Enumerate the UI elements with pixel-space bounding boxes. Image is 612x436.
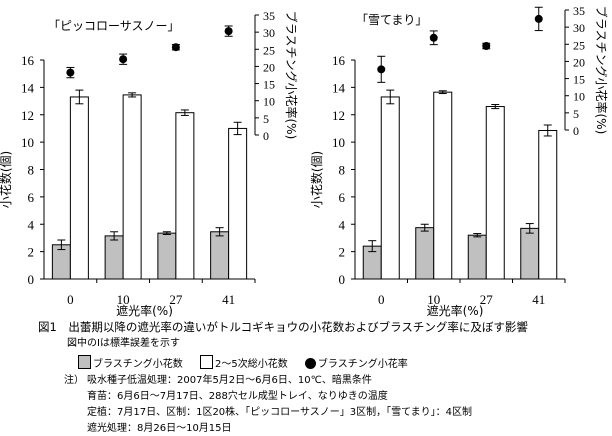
point-blasting-rate xyxy=(66,68,75,77)
chart-title: 「雪てまり」 xyxy=(356,13,427,27)
x-axis-title: 遮光率(%) xyxy=(116,303,173,318)
x-tick-label: 0 xyxy=(378,292,385,307)
bar-blasting-count xyxy=(157,232,177,280)
note-4: 遮光処理：8月26日～10月15日 xyxy=(87,423,232,434)
y-tick-label: 8 xyxy=(339,163,346,178)
y2-tick-label: 5 xyxy=(263,112,269,126)
y2-axis-title: ブラスチング小花率(%) xyxy=(284,11,299,140)
point-blasting-rate xyxy=(534,14,543,23)
x-tick-label: 27 xyxy=(480,292,494,307)
x-tick-label: 0 xyxy=(67,292,74,307)
legend-label: ブラスチング小花率 xyxy=(317,359,408,370)
y2-tick-label: 30 xyxy=(573,21,585,35)
note-1: 吸水種子低温処理：2007年5月2日～6月6日、10℃、暗黒条件 xyxy=(87,375,372,386)
y-tick-label: 14 xyxy=(21,80,35,95)
x-tick-label: 27 xyxy=(169,292,183,307)
y2-tick-label: 15 xyxy=(573,73,585,87)
y-tick-label: 4 xyxy=(28,217,35,232)
y2-tick-label: 35 xyxy=(263,9,275,23)
point-blasting-rate xyxy=(119,55,128,64)
y2-tick-label: 15 xyxy=(263,78,275,92)
bar-total-count xyxy=(175,112,195,280)
y-tick-label: 10 xyxy=(332,135,345,150)
bar-blasting-count xyxy=(520,227,540,280)
point-blasting-rate xyxy=(171,43,180,52)
x-axis-title: 遮光率(%) xyxy=(427,303,484,318)
error-note: 図中のIは標準誤差を示す xyxy=(67,338,180,349)
point-blasting-rate xyxy=(224,27,233,36)
bar-total-count xyxy=(538,129,558,280)
y2-tick-label: 20 xyxy=(263,60,275,74)
y-axis-title: 小花数(個) xyxy=(0,151,13,208)
note-3: 定植：7月17日、区制：1区20株、「ピッコローサスノー」3区制，「雪てまり」：… xyxy=(87,407,472,418)
legend-label: 2～5次総小花数 xyxy=(215,359,288,370)
bar-blasting-count xyxy=(210,231,230,280)
legend-item-blasting-rate: ブラスチング小花率 xyxy=(304,358,408,370)
legend-item-blasting-count: ブラスチング小花数 xyxy=(78,355,183,370)
legend-item-total-count: 2～5次総小花数 xyxy=(200,355,288,370)
note-2: 育苗：6月6日～7月17日、288穴セル成型トレイ、なりゆきの温度 xyxy=(87,391,388,402)
bar-blasting-count xyxy=(467,234,487,280)
gray-swatch-icon xyxy=(78,355,91,369)
bar-blasting-count xyxy=(104,235,124,280)
y2-axis-title: ブラスチング小花率(%) xyxy=(594,6,609,135)
y-tick-label: 2 xyxy=(339,245,346,260)
x-tick-label: 41 xyxy=(222,292,235,307)
chart-title: 「ピッコローサスノー」 xyxy=(48,19,180,33)
bar-total-count xyxy=(380,96,400,280)
y2-tick-label: 5 xyxy=(573,107,579,121)
y2-tick-label: 25 xyxy=(573,38,585,52)
bar-total-count xyxy=(485,106,505,280)
point-blasting-rate xyxy=(377,65,386,74)
y-tick-label: 12 xyxy=(332,108,345,123)
legend-label: ブラスチング小花数 xyxy=(93,359,183,370)
y2-tick-label: 0 xyxy=(573,124,579,138)
point-blasting-rate xyxy=(482,42,491,50)
y-tick-label: 0 xyxy=(339,272,346,287)
y2-tick-label: 35 xyxy=(573,4,585,18)
x-tick-label: 10 xyxy=(117,292,130,307)
y-tick-label: 8 xyxy=(28,163,35,178)
y2-tick-label: 10 xyxy=(573,90,585,104)
bar-total-count xyxy=(433,91,453,280)
y-tick-label: 6 xyxy=(339,190,346,205)
y-tick-label: 10 xyxy=(21,135,34,150)
y-tick-label: 16 xyxy=(21,53,35,68)
y-tick-label: 14 xyxy=(332,80,346,95)
x-tick-label: 41 xyxy=(532,292,545,307)
bar-blasting-count xyxy=(415,227,435,280)
y-axis-title: 小花数(個) xyxy=(309,151,324,208)
y-tick-label: 4 xyxy=(339,217,346,232)
y2-tick-label: 25 xyxy=(263,43,275,57)
bar-total-count xyxy=(122,94,142,280)
y2-tick-label: 10 xyxy=(263,95,275,109)
y-tick-label: 0 xyxy=(28,272,35,287)
y-tick-label: 16 xyxy=(332,53,346,68)
bar-total-count xyxy=(228,127,248,280)
x-tick-label: 10 xyxy=(427,292,440,307)
white-swatch-icon xyxy=(200,355,213,369)
black-dot-icon xyxy=(304,358,316,369)
legend: ブラスチング小花数 2～5次総小花数 ブラスチング小花率 xyxy=(78,355,408,372)
figure-caption: 図1 出蕾期以降の遮光率の違いがトルコギキョウの小花数およびブラスチング率に及ぼ… xyxy=(38,320,528,334)
y-tick-label: 6 xyxy=(28,190,35,205)
y-tick-label: 2 xyxy=(28,245,35,260)
y2-tick-label: 20 xyxy=(573,55,585,69)
y2-tick-label: 0 xyxy=(263,129,269,143)
point-blasting-rate xyxy=(429,33,438,42)
y-tick-label: 12 xyxy=(21,108,34,123)
y2-tick-label: 30 xyxy=(263,26,275,40)
bar-total-count xyxy=(69,96,89,280)
notes-prefix: 注） xyxy=(64,375,84,386)
